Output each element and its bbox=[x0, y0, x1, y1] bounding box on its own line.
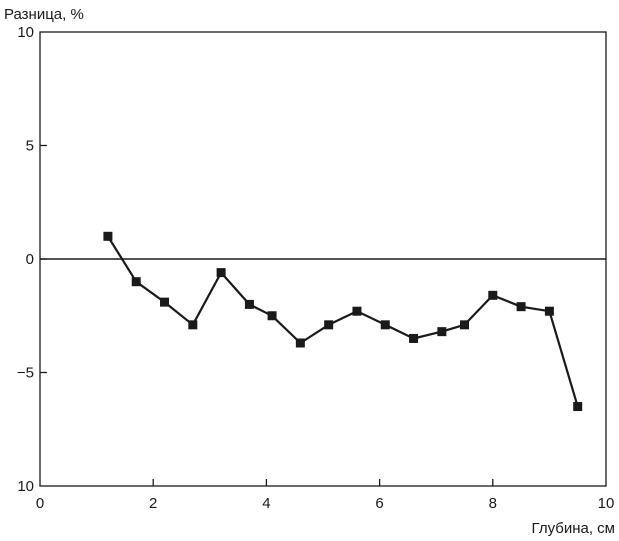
y-tick-label: 0 bbox=[26, 251, 34, 268]
data-point bbox=[409, 333, 419, 343]
x-axis-ticks: 0 2 4 6 8 10 bbox=[36, 479, 615, 512]
data-point bbox=[544, 306, 554, 316]
data-point bbox=[188, 320, 198, 330]
data-point bbox=[573, 402, 583, 412]
data-point bbox=[488, 290, 498, 300]
y-tick-label: 5 bbox=[26, 138, 34, 155]
data-point bbox=[352, 306, 362, 316]
data-point bbox=[295, 338, 305, 348]
data-point bbox=[267, 311, 277, 321]
data-point bbox=[380, 320, 390, 330]
data-point bbox=[324, 320, 334, 330]
data-point bbox=[437, 327, 447, 337]
x-tick-label: 0 bbox=[36, 495, 44, 512]
x-tick-label: 10 bbox=[598, 495, 615, 512]
y-axis-ticks: 10 5 0 −5 10 bbox=[17, 24, 47, 495]
data-point bbox=[131, 277, 141, 287]
x-tick-label: 2 bbox=[149, 495, 157, 512]
data-point bbox=[244, 299, 254, 309]
series-markers bbox=[103, 231, 583, 412]
x-tick-label: 6 bbox=[375, 495, 383, 512]
data-point bbox=[216, 268, 226, 278]
series-line bbox=[106, 235, 579, 407]
data-point bbox=[160, 297, 170, 307]
y-tick-label: −5 bbox=[17, 365, 34, 382]
y-tick-label: 10 bbox=[17, 24, 34, 41]
x-tick-label: 8 bbox=[489, 495, 497, 512]
y-tick-label: 10 bbox=[17, 478, 34, 495]
data-point bbox=[460, 320, 469, 330]
y-axis-label: Разница, % bbox=[4, 6, 84, 23]
data-point bbox=[103, 231, 113, 241]
data-point bbox=[516, 302, 526, 312]
x-axis-label: Глубина, см bbox=[532, 520, 615, 537]
x-tick-label: 4 bbox=[262, 495, 270, 512]
